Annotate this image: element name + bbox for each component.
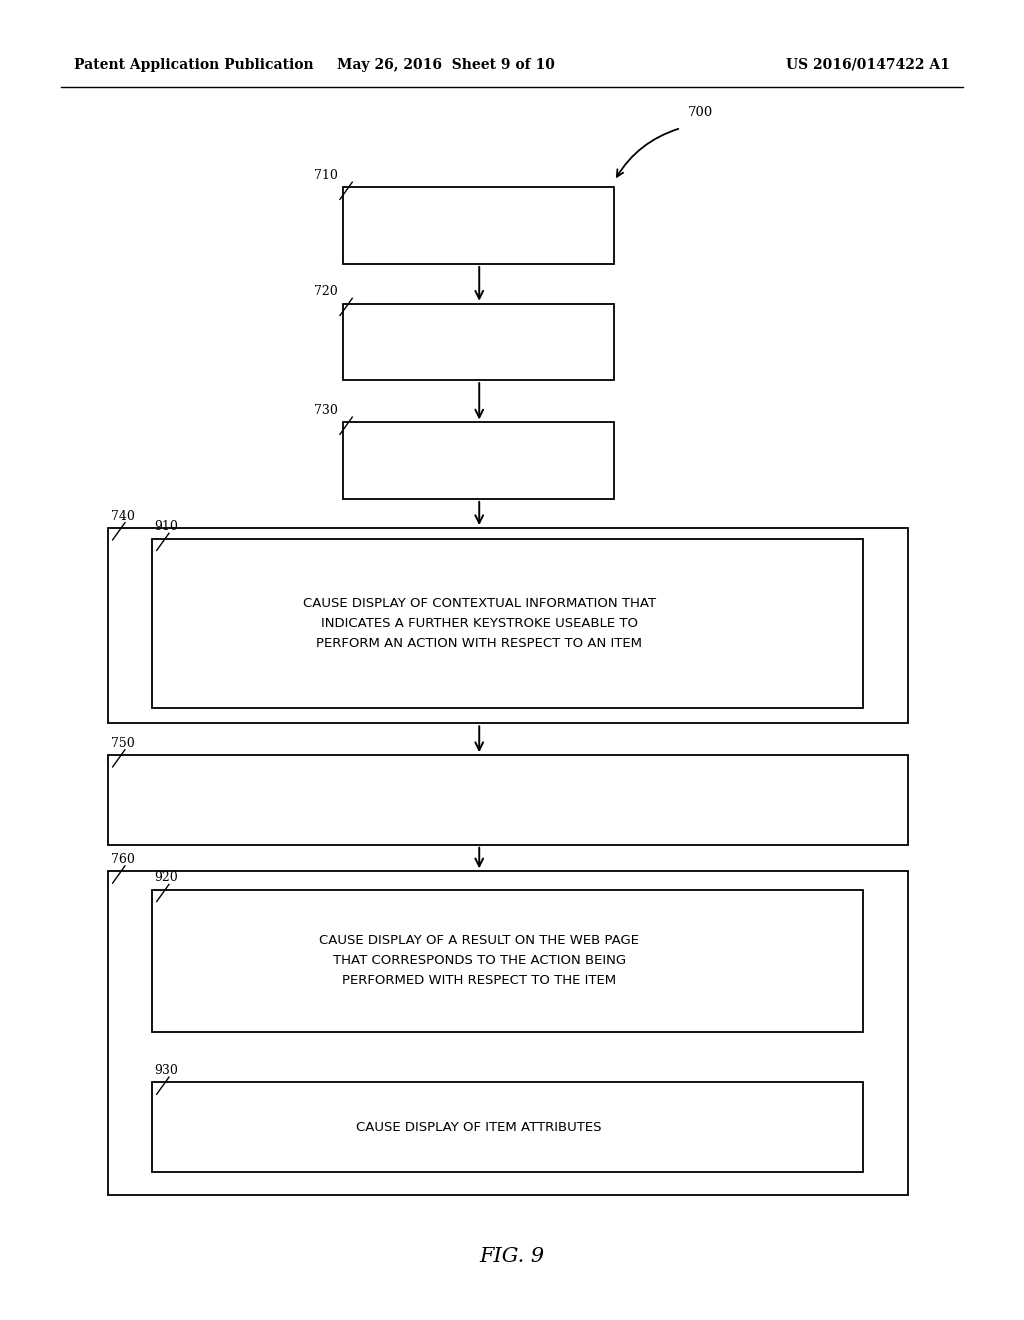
Bar <box>152 890 863 1032</box>
Text: 920: 920 <box>155 871 178 884</box>
Text: CAUSE DISPLAY OF A RESULT ON THE WEB PAGE
THAT CORRESPONDS TO THE ACTION BEING
P: CAUSE DISPLAY OF A RESULT ON THE WEB PAG… <box>319 935 639 987</box>
Text: 930: 930 <box>155 1064 178 1077</box>
Text: May 26, 2016  Sheet 9 of 10: May 26, 2016 Sheet 9 of 10 <box>337 58 554 71</box>
Text: US 2016/0147422 A1: US 2016/0147422 A1 <box>786 58 950 71</box>
Text: 740: 740 <box>111 510 134 523</box>
Bar <box>152 539 863 708</box>
Text: Patent Application Publication: Patent Application Publication <box>74 58 313 71</box>
Bar <box>343 422 614 499</box>
Text: CAUSE DISPLAY OF ITEM ATTRIBUTES: CAUSE DISPLAY OF ITEM ATTRIBUTES <box>356 1121 602 1134</box>
Bar <box>108 755 908 845</box>
Bar <box>343 304 614 380</box>
Text: 700: 700 <box>688 106 714 119</box>
Text: 760: 760 <box>111 853 134 866</box>
Bar <box>108 871 908 1195</box>
Text: 730: 730 <box>314 404 338 417</box>
Bar <box>152 1082 863 1172</box>
Text: 710: 710 <box>314 169 338 182</box>
Text: CAUSE DISPLAY OF CONTEXTUAL INFORMATION THAT
INDICATES A FURTHER KEYSTROKE USEAB: CAUSE DISPLAY OF CONTEXTUAL INFORMATION … <box>303 597 655 649</box>
Bar <box>343 187 614 264</box>
Text: 750: 750 <box>111 737 134 750</box>
Text: 720: 720 <box>314 285 338 298</box>
Text: 910: 910 <box>155 520 178 533</box>
Text: FIG. 9: FIG. 9 <box>479 1247 545 1266</box>
Bar <box>108 528 908 723</box>
